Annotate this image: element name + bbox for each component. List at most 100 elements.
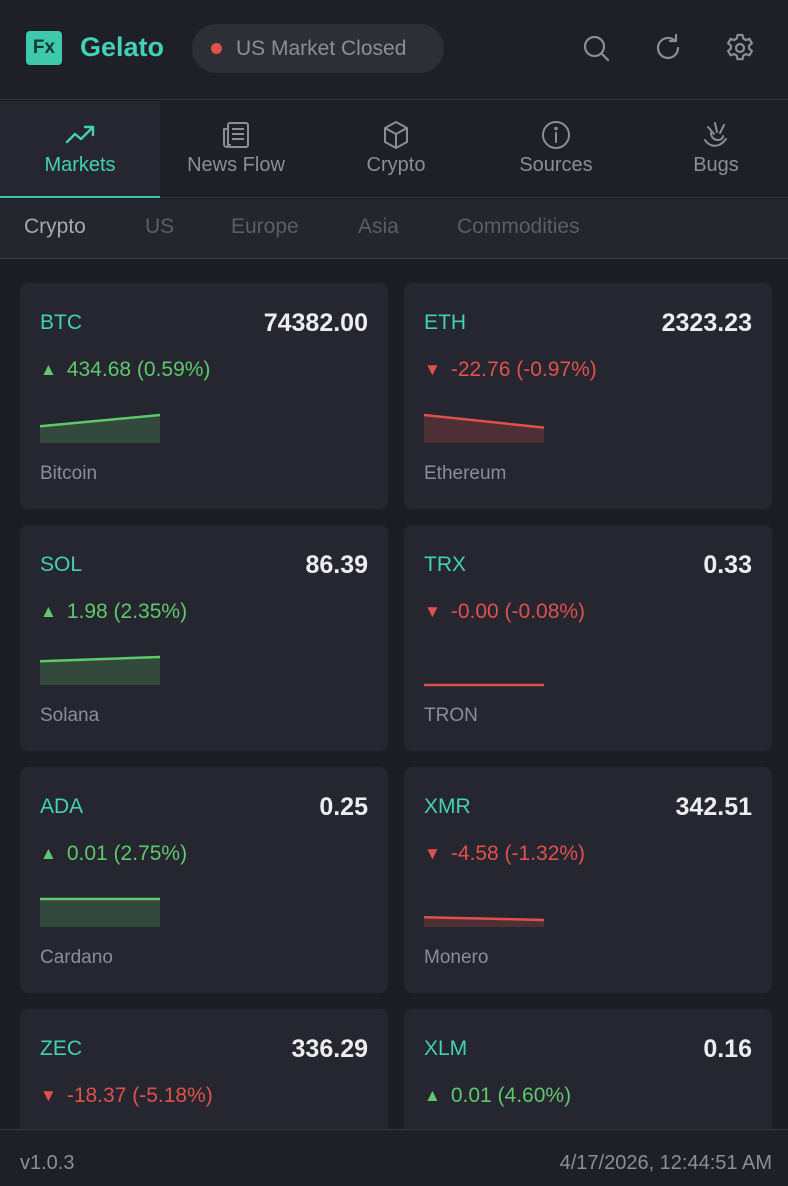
- tab-label: Bugs: [693, 154, 739, 176]
- ticker-price: 336.29: [291, 1035, 368, 1063]
- ticker-card-sol[interactable]: SOL 86.39 ▲ 1.98 (2.35%) Solana: [20, 525, 388, 751]
- ticker-card-xmr[interactable]: XMR 342.51 ▼ -4.58 (-1.32%) Monero: [404, 767, 772, 993]
- sparkline-chart: [424, 683, 544, 687]
- ticker-price: 86.39: [305, 551, 368, 579]
- ticker-card-zec[interactable]: ZEC 336.29 ▼ -18.37 (-5.18%): [20, 1009, 388, 1129]
- ticker-name: Monero: [424, 947, 489, 968]
- market-cards-grid: BTC 74382.00 ▲ 434.68 (0.59%) Bitcoin ETH…: [0, 259, 788, 1129]
- ticker-change: ▲ 0.01 (2.75%): [40, 842, 187, 866]
- logo-text: Fx: [32, 37, 56, 58]
- region-tab-bar: Crypto US Europe Asia Commodities: [0, 199, 788, 259]
- ticker-change-value: -22.76 (-0.97%): [450, 358, 597, 381]
- tab-markets[interactable]: Markets: [0, 101, 160, 198]
- search-icon[interactable]: [580, 32, 612, 64]
- tab-label: Markets: [44, 154, 116, 176]
- sparkline-line: [40, 655, 160, 663]
- ticker-name: TRON: [424, 705, 478, 726]
- ticker-name: Cardano: [40, 947, 113, 968]
- sparkline-chart: [424, 413, 544, 443]
- ticker-change-value: 1.98 (2.35%): [66, 600, 188, 623]
- ticker-symbol: TRX: [424, 553, 466, 576]
- ticker-change: ▲ 1.98 (2.35%): [40, 600, 187, 624]
- app-header: Fx Gelato US Market Closed: [0, 0, 788, 100]
- tab-sources[interactable]: Sources: [476, 101, 636, 198]
- subtab-asia[interactable]: Asia: [358, 215, 399, 238]
- main-tab-bar: Markets News Flow Crypto Sources Bugs: [0, 101, 788, 198]
- ticker-price: 2323.23: [661, 309, 752, 337]
- last-updated-timestamp: 4/17/2026, 12:44:51 AM: [559, 1152, 772, 1174]
- down-arrow-icon: ▼: [424, 602, 441, 621]
- market-status-text: US Market Closed: [236, 36, 407, 60]
- newspaper-icon: [220, 119, 252, 151]
- ticker-change: ▼ -4.58 (-1.32%): [424, 842, 585, 866]
- ticker-price: 0.33: [703, 551, 752, 579]
- ticker-card-xlm[interactable]: XLM 0.16 ▲ 0.01 (4.60%): [404, 1009, 772, 1129]
- ticker-symbol: BTC: [40, 311, 82, 334]
- subtab-us[interactable]: US: [145, 215, 175, 238]
- ticker-symbol: XLM: [424, 1037, 468, 1060]
- ticker-name: Bitcoin: [40, 463, 98, 484]
- info-icon: [540, 119, 572, 151]
- ticker-change: ▼ -22.76 (-0.97%): [424, 358, 597, 382]
- subtab-commodities[interactable]: Commodities: [457, 215, 580, 238]
- sparkline-chart: [40, 413, 160, 443]
- market-status-badge: US Market Closed: [192, 24, 444, 73]
- ticker-card-ada[interactable]: ADA 0.25 ▲ 0.01 (2.75%) Cardano: [20, 767, 388, 993]
- app-version: v1.0.3: [20, 1152, 75, 1174]
- down-arrow-icon: ▼: [424, 360, 441, 379]
- refresh-icon[interactable]: [652, 32, 684, 64]
- sparkline-line: [424, 413, 544, 429]
- sparkline-area: [40, 899, 160, 927]
- sparkline-chart: [40, 655, 160, 685]
- ticker-card-eth[interactable]: ETH 2323.23 ▼ -22.76 (-0.97%) Ethereum: [404, 283, 772, 509]
- up-arrow-icon: ▲: [40, 844, 57, 863]
- tab-bugs[interactable]: Bugs: [636, 101, 788, 198]
- down-arrow-icon: ▼: [40, 1086, 57, 1105]
- ticker-change: ▼ -0.00 (-0.08%): [424, 600, 585, 624]
- ticker-price: 0.25: [319, 793, 368, 821]
- bug-icon: [700, 119, 732, 151]
- ticker-change-value: 0.01 (4.60%): [450, 1084, 572, 1107]
- up-arrow-icon: ▲: [424, 1086, 441, 1105]
- status-footer: v1.0.3 4/17/2026, 12:44:51 AM: [0, 1129, 788, 1186]
- ticker-symbol: ADA: [40, 795, 84, 818]
- ticker-price: 342.51: [675, 793, 752, 821]
- trending-up-icon: [64, 119, 96, 151]
- tab-label: News Flow: [187, 154, 285, 176]
- up-arrow-icon: ▲: [40, 360, 57, 379]
- sparkline-line: [424, 915, 544, 922]
- ticker-name: Ethereum: [424, 463, 507, 484]
- ticker-change-value: 434.68 (0.59%): [66, 358, 211, 381]
- ticker-symbol: SOL: [40, 553, 83, 576]
- ticker-change: ▲ 434.68 (0.59%): [40, 358, 210, 382]
- app-name: Gelato: [80, 32, 165, 62]
- tab-label: Sources: [519, 154, 593, 176]
- sparkline-area: [40, 415, 160, 443]
- ticker-change-value: -4.58 (-1.32%): [450, 842, 586, 865]
- ticker-name: Solana: [40, 705, 100, 726]
- app-logo: Fx: [26, 31, 62, 65]
- sparkline-chart: [424, 915, 544, 927]
- ticker-change: ▲ 0.01 (4.60%): [424, 1084, 571, 1108]
- ticker-price: 74382.00: [263, 309, 368, 337]
- sparkline-line: [40, 413, 160, 428]
- subtab-europe[interactable]: Europe: [231, 215, 299, 238]
- ticker-card-trx[interactable]: TRX 0.33 ▼ -0.00 (-0.08%) TRON: [404, 525, 772, 751]
- ticker-card-btc[interactable]: BTC 74382.00 ▲ 434.68 (0.59%) Bitcoin: [20, 283, 388, 509]
- cube-icon: [380, 119, 412, 151]
- tab-news-flow[interactable]: News Flow: [156, 101, 316, 198]
- ticker-price: 0.16: [703, 1035, 752, 1063]
- sparkline-area: [424, 415, 544, 443]
- tab-crypto[interactable]: Crypto: [316, 101, 476, 198]
- gear-icon[interactable]: [724, 32, 756, 64]
- market-status-dot: [211, 43, 222, 54]
- subtab-crypto[interactable]: Crypto: [24, 215, 86, 238]
- sparkline-chart: [40, 897, 160, 927]
- ticker-change-value: 0.01 (2.75%): [66, 842, 188, 865]
- tab-label: Crypto: [366, 154, 426, 176]
- ticker-symbol: ETH: [424, 311, 466, 334]
- ticker-change-value: -0.00 (-0.08%): [450, 600, 586, 623]
- sparkline-area: [40, 657, 160, 685]
- ticker-change: ▼ -18.37 (-5.18%): [40, 1084, 213, 1108]
- ticker-symbol: ZEC: [40, 1037, 82, 1060]
